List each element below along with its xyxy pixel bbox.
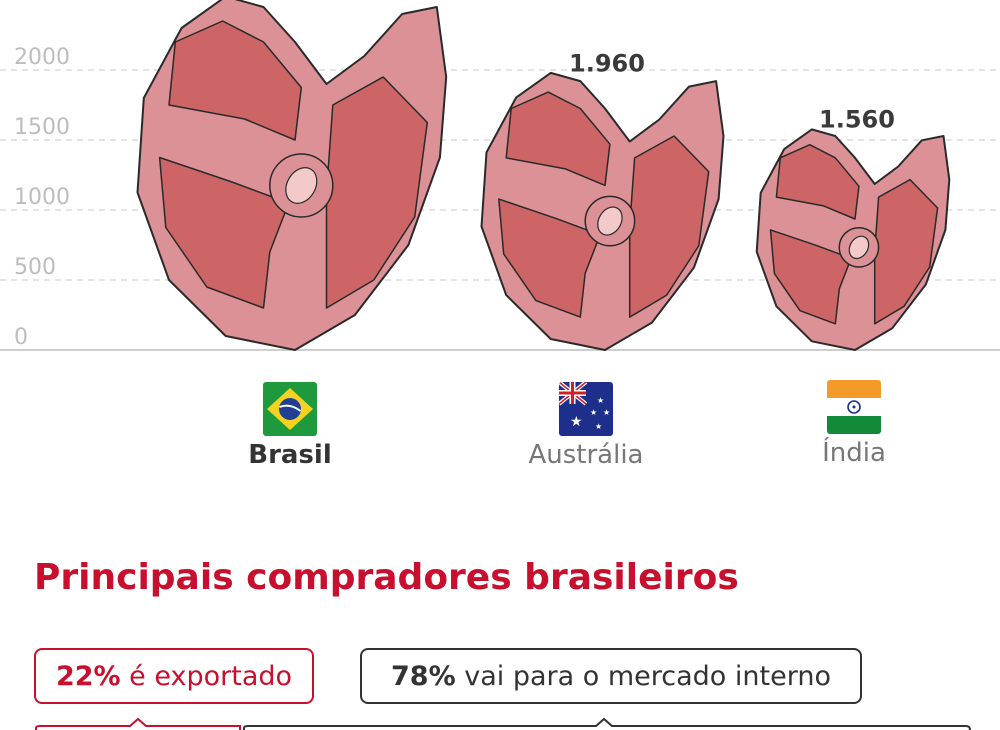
svg-text:★: ★ [597,396,604,405]
steak-chart: 0 500 1000 1500 2000 1.960 1.560 [0,0,1000,351]
svg-text:★: ★ [603,408,610,417]
export-text: é exportado [120,661,293,692]
brazil-flag-icon [263,382,317,436]
svg-text:★: ★ [570,414,583,430]
y-tick-label: 2000 [14,45,70,70]
domestic-share-pill: 78% vai para o mercado interno [360,648,862,704]
y-tick-label: 1000 [14,185,70,210]
country-label-australia: Austrália [528,440,644,470]
section-title: Principais compradores brasileiros [34,557,739,598]
svg-text:★: ★ [595,422,602,431]
value-label: 1.960 [569,50,645,78]
steak-mark-2 [480,71,725,351]
domestic-percent: 78% [391,661,456,692]
india-flag-icon [827,380,881,434]
svg-text:★: ★ [590,408,597,417]
export-share-pill: 22% é exportado [34,648,314,704]
steak-mark-3 [755,128,951,351]
chart-marks [136,0,951,351]
y-tick-label: 0 [14,325,28,350]
export-percent: 22% [55,661,121,692]
value-labels: 1.960 1.560 [569,50,895,134]
y-tick-label: 500 [14,255,56,280]
country-label-brasil: Brasil [248,440,332,470]
country-label-india: Índia [822,438,886,468]
domestic-text: vai para o mercado interno [455,661,831,692]
y-tick-label: 1500 [14,115,70,140]
value-label: 1.560 [819,106,895,134]
australia-flag-icon: ★ ★ ★ ★ ★ [559,382,613,436]
breakdown-connector [35,717,971,730]
steak-mark-1 [136,0,448,351]
